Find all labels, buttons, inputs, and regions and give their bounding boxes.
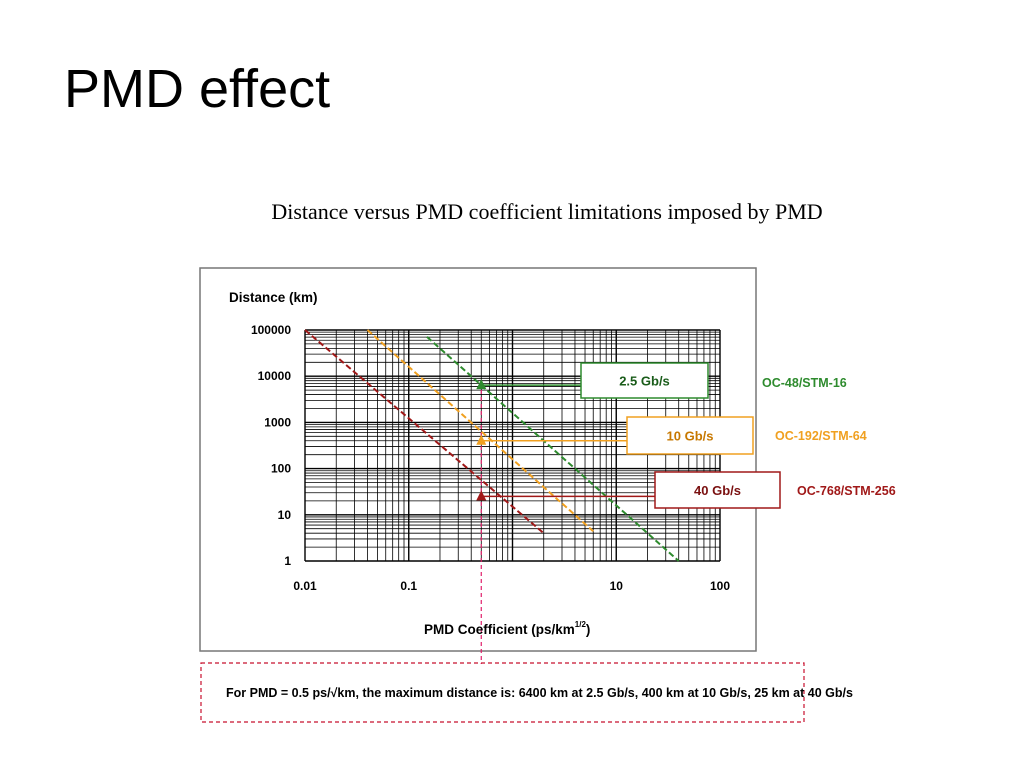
slide-title: PMD effect bbox=[64, 59, 331, 119]
legend-standard-label: OC-768/STM-256 bbox=[797, 484, 896, 498]
legend-box bbox=[654, 471, 781, 509]
legend-standard-label: OC-192/STM-64 bbox=[775, 429, 867, 443]
legend-rate-label: 2.5 Gb/s bbox=[619, 374, 670, 389]
marker-point bbox=[476, 379, 487, 390]
x-tick-label: 0.01 bbox=[293, 579, 317, 593]
legend-rate-label: 40 Gb/s bbox=[694, 483, 741, 498]
labels-group: 100000 10000 1000 100 10 10.01 0.1 10 100 Distanc… bbox=[229, 290, 896, 637]
y-tick-label: 1 bbox=[284, 554, 291, 568]
y-tick-label: 100000 bbox=[251, 323, 291, 337]
marker-point bbox=[476, 490, 487, 501]
y-tick-label: 10 bbox=[278, 508, 292, 522]
legend-box bbox=[580, 362, 709, 399]
legend-rate-label: 10 Gb/s bbox=[667, 429, 714, 444]
legend-standard-label: OC-48/STM-16 bbox=[762, 376, 847, 390]
annotation-box bbox=[200, 662, 805, 723]
annotation-text: For PMD = 0.5 ps/√km, the maximum distan… bbox=[226, 686, 853, 700]
y-tick-label: 1000 bbox=[264, 415, 291, 429]
y-axis-label: Distance (km) bbox=[229, 290, 318, 305]
series-group bbox=[304, 329, 680, 664]
x-axis-label: PMD Coefficient (ps/km1/2) bbox=[424, 620, 590, 637]
x-tick-label: 100 bbox=[710, 579, 730, 593]
series-line bbox=[304, 329, 545, 534]
y-tick-label: 100 bbox=[271, 462, 291, 476]
chart-caption: Distance versus PMD coefficient limitati… bbox=[271, 199, 823, 224]
marker-point bbox=[476, 434, 487, 445]
y-tick-label: 10000 bbox=[258, 369, 292, 383]
x-tick-label: 10 bbox=[610, 579, 624, 593]
legend-box bbox=[626, 416, 754, 455]
series-line bbox=[426, 336, 680, 562]
series-line bbox=[366, 329, 594, 533]
x-tick-label: 0.1 bbox=[400, 579, 417, 593]
